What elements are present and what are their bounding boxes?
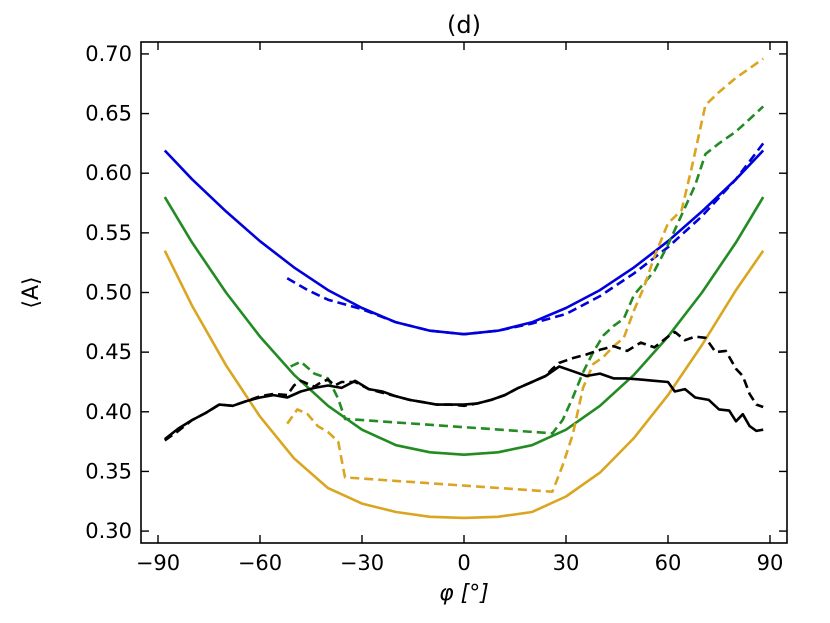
- x-tick-label: 60: [655, 551, 682, 575]
- y-tick-label: 0.40: [85, 400, 132, 424]
- chart-title: (d): [447, 11, 481, 39]
- x-tick-label: −30: [340, 551, 384, 575]
- series-black-dashed: [164, 330, 764, 442]
- y-tick-label: 0.50: [85, 281, 132, 305]
- tick-layer: −90 −60 −30 0 30 60 90 0.30 0.35 0.40 0.45 0.50 0.55…: [85, 42, 787, 575]
- y-tick-label: 0.35: [85, 459, 132, 483]
- y-tick-label: 0.60: [85, 161, 132, 185]
- x-tick-label: −90: [136, 551, 180, 575]
- y-axis-label: ⟨A⟩: [19, 276, 44, 308]
- x-tick-label: 30: [553, 551, 580, 575]
- x-tick-label: −60: [238, 551, 282, 575]
- x-tick-label: 90: [757, 551, 784, 575]
- y-tick-label: 0.65: [85, 102, 132, 126]
- y-tick-label: 0.70: [85, 42, 132, 66]
- y-tick-label: 0.55: [85, 221, 132, 245]
- series-layer: [163, 57, 765, 520]
- x-axis-label: φ [°]: [439, 581, 489, 606]
- y-tick-label: 0.45: [85, 340, 132, 364]
- series-green-dashed: [290, 105, 765, 435]
- x-tick-label: 0: [457, 551, 470, 575]
- series-blue-dashed: [286, 142, 765, 336]
- series-gold-solid: [163, 249, 765, 520]
- series-gold-dashed: [286, 57, 764, 493]
- y-tick-label: 0.30: [85, 519, 132, 543]
